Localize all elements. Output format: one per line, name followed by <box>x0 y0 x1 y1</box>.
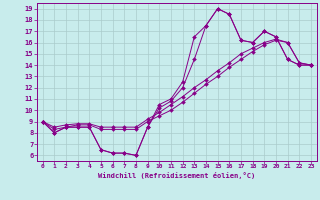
X-axis label: Windchill (Refroidissement éolien,°C): Windchill (Refroidissement éolien,°C) <box>98 172 255 179</box>
